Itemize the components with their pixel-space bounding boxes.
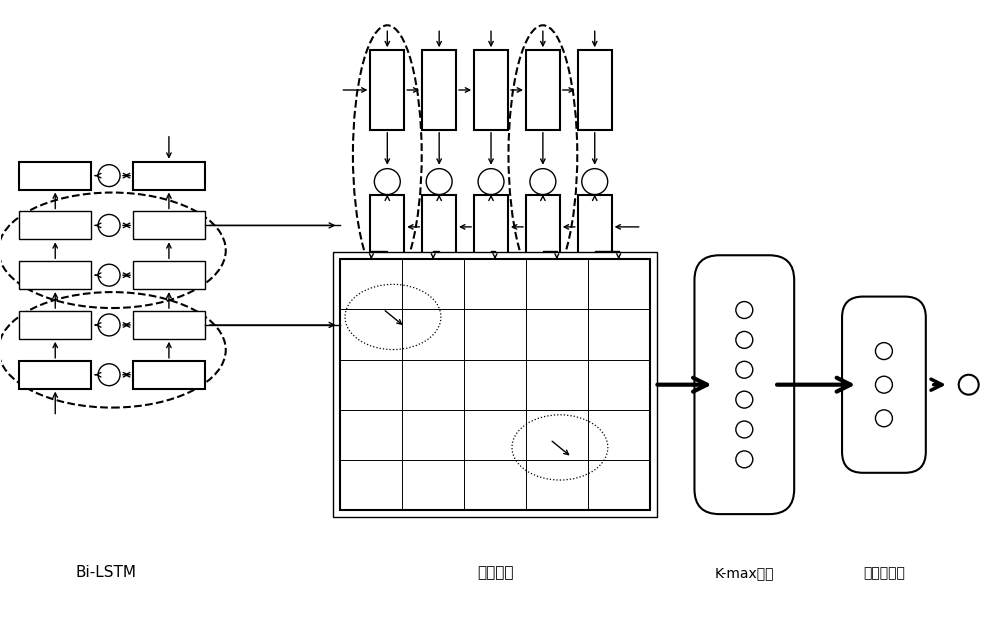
Circle shape: [98, 364, 120, 386]
Bar: [19, 162, 91, 189]
Text: K-max采样: K-max采样: [715, 566, 774, 580]
Circle shape: [98, 214, 120, 237]
Circle shape: [736, 301, 753, 318]
Bar: [526, 50, 560, 130]
Bar: [333, 252, 657, 517]
Circle shape: [875, 343, 892, 360]
Bar: [19, 261, 91, 289]
Bar: [133, 311, 205, 339]
Bar: [474, 194, 508, 259]
Text: 交互张量: 交互张量: [477, 565, 513, 581]
Bar: [133, 361, 205, 389]
Bar: [19, 361, 91, 389]
Circle shape: [959, 375, 979, 394]
Bar: [19, 211, 91, 239]
Bar: [422, 50, 456, 130]
Circle shape: [875, 410, 892, 426]
Bar: [370, 50, 404, 130]
Circle shape: [374, 169, 400, 194]
FancyBboxPatch shape: [694, 255, 794, 514]
Bar: [19, 311, 91, 339]
Circle shape: [98, 165, 120, 187]
Circle shape: [736, 361, 753, 378]
Bar: [578, 50, 612, 130]
Circle shape: [98, 314, 120, 336]
Bar: [526, 194, 560, 259]
Circle shape: [98, 264, 120, 286]
Circle shape: [736, 421, 753, 438]
Circle shape: [736, 391, 753, 408]
Bar: [578, 194, 612, 259]
Circle shape: [478, 169, 504, 194]
Bar: [474, 50, 508, 130]
Circle shape: [875, 376, 892, 393]
FancyBboxPatch shape: [842, 297, 926, 473]
Bar: [133, 211, 205, 239]
Bar: [340, 259, 650, 510]
Bar: [133, 162, 205, 189]
Circle shape: [736, 331, 753, 348]
Circle shape: [530, 169, 556, 194]
Text: Bi-LSTM: Bi-LSTM: [76, 565, 137, 581]
Circle shape: [582, 169, 608, 194]
Bar: [370, 194, 404, 259]
Bar: [422, 194, 456, 259]
Circle shape: [736, 451, 753, 468]
Bar: [133, 261, 205, 289]
Text: 多层感知机: 多层感知机: [863, 566, 905, 580]
Circle shape: [426, 169, 452, 194]
